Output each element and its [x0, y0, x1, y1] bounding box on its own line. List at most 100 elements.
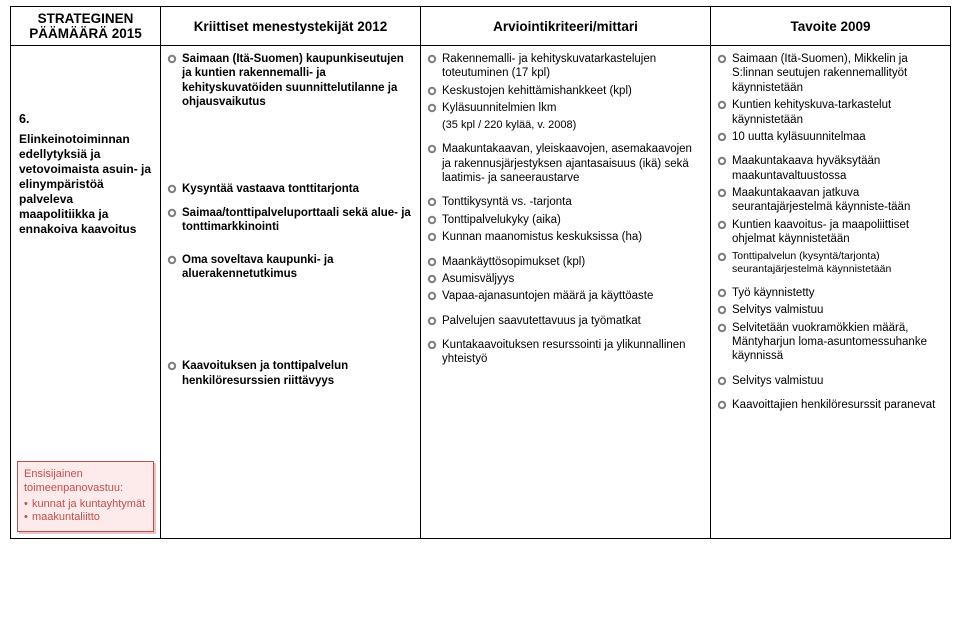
bullet-line: Kunnan maanomistus keskuksissa (ha): [427, 230, 704, 244]
bullet-line: Tonttipalvelun (kysyntä/tarjonta) seuran…: [717, 250, 944, 276]
ring-bullet-icon: [167, 54, 177, 64]
responsibility-box-wrap: Ensisijainen toimeenpanovastuu: • kunnat…: [17, 441, 154, 532]
bullet-text: Kaavoittajien henkilöresurssit paranevat: [732, 398, 944, 412]
bullet-text: Kaavoituksen ja tonttipalvelun henkilöre…: [182, 359, 414, 388]
bullet-line: Kysyntää vastaava tonttitarjonta: [167, 182, 414, 196]
page-root: STRATEGINEN PÄÄMÄÄRÄ 2015 Kriittiset men…: [0, 0, 960, 620]
bullet-dot-icon: •: [24, 498, 32, 512]
bullet-line: Asumisväljyys: [427, 272, 704, 286]
target-group: Selvitys valmistuu: [717, 374, 944, 388]
criteria-group: Rakennemalli- ja kehityskuvatarkasteluje…: [427, 52, 704, 132]
ksf-group: Saimaa/tonttipalveluporttaali sekä alue-…: [167, 206, 414, 235]
header-goal-line2: PÄÄMÄÄRÄ 2015: [29, 26, 142, 41]
target-group: Maakuntakaava hyväksytään maakuntavaltuu…: [717, 154, 944, 276]
header-criteria: Arviointikriteeri/mittari: [421, 7, 711, 46]
ring-bullet-icon: [167, 208, 177, 218]
header-row: STRATEGINEN PÄÄMÄÄRÄ 2015 Kriittiset men…: [11, 7, 951, 46]
header-ksf-text: Kriittiset menestystekijät 2012: [194, 19, 388, 34]
bullet-text: Rakennemalli- ja kehityskuvatarkasteluje…: [442, 52, 704, 81]
ring-bullet-icon: [427, 340, 437, 350]
ksf-group: Kaavoituksen ja tonttipalvelun henkilöre…: [167, 359, 414, 388]
criteria-cell: Rakennemalli- ja kehityskuvatarkasteluje…: [421, 46, 711, 539]
ring-bullet-icon: [717, 305, 727, 315]
bullet-text: Tonttipalvelun (kysyntä/tarjonta) seuran…: [732, 250, 944, 276]
bullet-line: Työ käynnistetty: [717, 286, 944, 300]
ring-bullet-icon: [717, 252, 727, 262]
ring-bullet-icon: [717, 54, 727, 64]
ring-bullet-icon: [427, 257, 437, 267]
main-table: STRATEGINEN PÄÄMÄÄRÄ 2015 Kriittiset men…: [10, 6, 951, 539]
bullet-line: Vapaa-ajanasuntojen määrä ja käyttöaste: [427, 289, 704, 303]
bullet-text: Saimaa/tonttipalveluporttaali sekä alue-…: [182, 206, 414, 235]
bullet-text: Keskustojen kehittämishankkeet (kpl): [442, 84, 704, 98]
ring-bullet-icon: [427, 232, 437, 242]
responsibility-title: Ensisijainen toimeenpanovastuu:: [24, 468, 147, 496]
bullet-text: Selvitetään vuokramökkien määrä, Mäntyha…: [732, 321, 944, 364]
bullet-line: Maakuntakaavan, yleiskaavojen, asemakaav…: [427, 142, 704, 185]
bullet-line: Kuntakaavoituksen resurssointi ja ylikun…: [427, 338, 704, 367]
ring-bullet-icon: [427, 291, 437, 301]
responsibility-item: • maakuntaliitto: [24, 511, 147, 525]
criteria-group: Kuntakaavoituksen resurssointi ja ylikun…: [427, 338, 704, 367]
bullet-line: Maankäyttösopimukset (kpl): [427, 255, 704, 269]
bullet-text: Kuntien kehityskuva-tarkastelut käynnist…: [732, 98, 944, 127]
bullet-line: Keskustojen kehittämishankkeet (kpl): [427, 84, 704, 98]
bullet-line: Kyläsuunnitelmien lkm: [427, 101, 704, 115]
header-target-text: Tavoite 2009: [790, 19, 870, 34]
bullet-text: Saimaan (Itä-Suomen), Mikkelin ja S:linn…: [732, 52, 944, 95]
ring-bullet-icon: [717, 132, 727, 142]
ring-bullet-icon: [427, 86, 437, 96]
ksf-group: Saimaan (Itä-Suomen) kaupunkiseutujen ja…: [167, 52, 414, 110]
ksf-cell: Saimaan (Itä-Suomen) kaupunkiseutujen ja…: [161, 46, 421, 539]
bullet-line: Kuntien kehityskuva-tarkastelut käynnist…: [717, 98, 944, 127]
bullet-text: Kuntien kaavoitus- ja maapoliittiset ohj…: [732, 218, 944, 247]
ring-bullet-icon: [717, 323, 727, 333]
bullet-text: Maakuntakaavan jatkuva seurantajärjestel…: [732, 186, 944, 215]
bullet-line: Kaavoituksen ja tonttipalvelun henkilöre…: [167, 359, 414, 388]
ksf-group: Oma soveltava kaupunki- ja aluerakennetu…: [167, 253, 414, 282]
bullet-line: Oma soveltava kaupunki- ja aluerakennetu…: [167, 253, 414, 282]
bullet-line: Rakennemalli- ja kehityskuvatarkasteluje…: [427, 52, 704, 81]
body-row: 6. Elinkeinotoiminnan edellytyksiä ja ve…: [11, 46, 951, 539]
ring-bullet-icon: [427, 274, 437, 284]
bullet-text: Asumisväljyys: [442, 272, 704, 286]
bullet-text: Kuntakaavoituksen resurssointi ja ylikun…: [442, 338, 704, 367]
criteria-group: Maakuntakaavan, yleiskaavojen, asemakaav…: [427, 142, 704, 185]
bullet-text: Vapaa-ajanasuntojen määrä ja käyttöaste: [442, 289, 704, 303]
criteria-group: Maankäyttösopimukset (kpl) Asumisväljyys V…: [427, 255, 704, 304]
target-group: Kaavoittajien henkilöresurssit paranevat: [717, 398, 944, 412]
responsibility-box: Ensisijainen toimeenpanovastuu: • kunnat…: [17, 461, 154, 532]
ring-bullet-icon: [427, 144, 437, 154]
ring-bullet-icon: [717, 288, 727, 298]
bullet-dot-icon: •: [24, 511, 32, 525]
ksf-group: Kysyntää vastaava tonttitarjonta: [167, 182, 414, 196]
header-ksf: Kriittiset menestystekijät 2012: [161, 7, 421, 46]
bullet-line: Saimaa/tonttipalveluporttaali sekä alue-…: [167, 206, 414, 235]
bullet-text: Selvitys valmistuu: [732, 303, 944, 317]
responsibility-item-text: kunnat ja kuntayhtymät: [32, 498, 145, 512]
ring-bullet-icon: [427, 54, 437, 64]
criteria-group: Tonttikysyntä vs. -tarjonta Tonttipalvelu…: [427, 195, 704, 244]
ring-bullet-icon: [427, 197, 437, 207]
header-goal-line1: STRATEGINEN: [38, 11, 134, 26]
ring-bullet-icon: [427, 215, 437, 225]
ring-bullet-icon: [717, 400, 727, 410]
bullet-line: Kaavoittajien henkilöresurssit paranevat: [717, 398, 944, 412]
bullet-line: Maakuntakaava hyväksytään maakuntavaltuu…: [717, 154, 944, 183]
goal-description: Elinkeinotoiminnan edellytyksiä ja vetov…: [17, 132, 154, 237]
bullet-line: Palvelujen saavutettavuus ja työmatkat: [427, 314, 704, 328]
bullet-text: Oma soveltava kaupunki- ja aluerakennetu…: [182, 253, 414, 282]
bullet-text: Tonttikysyntä vs. -tarjonta: [442, 195, 704, 209]
bullet-text: Maakuntakaavan, yleiskaavojen, asemakaav…: [442, 142, 704, 185]
ring-bullet-icon: [717, 100, 727, 110]
header-goal: STRATEGINEN PÄÄMÄÄRÄ 2015: [11, 7, 161, 46]
bullet-line: Tonttipalvelukyky (aika): [427, 213, 704, 227]
bullet-text: Tonttipalvelukyky (aika): [442, 213, 704, 227]
bullet-line: Maakuntakaavan jatkuva seurantajärjestel…: [717, 186, 944, 215]
bullet-line: Selvitetään vuokramökkien määrä, Mäntyha…: [717, 321, 944, 364]
ring-bullet-icon: [717, 376, 727, 386]
bullet-line: 10 uutta kyläsuunnitelmaa: [717, 130, 944, 144]
ring-bullet-icon: [167, 255, 177, 265]
header-criteria-text: Arviointikriteeri/mittari: [493, 19, 638, 34]
ring-bullet-icon: [167, 184, 177, 194]
